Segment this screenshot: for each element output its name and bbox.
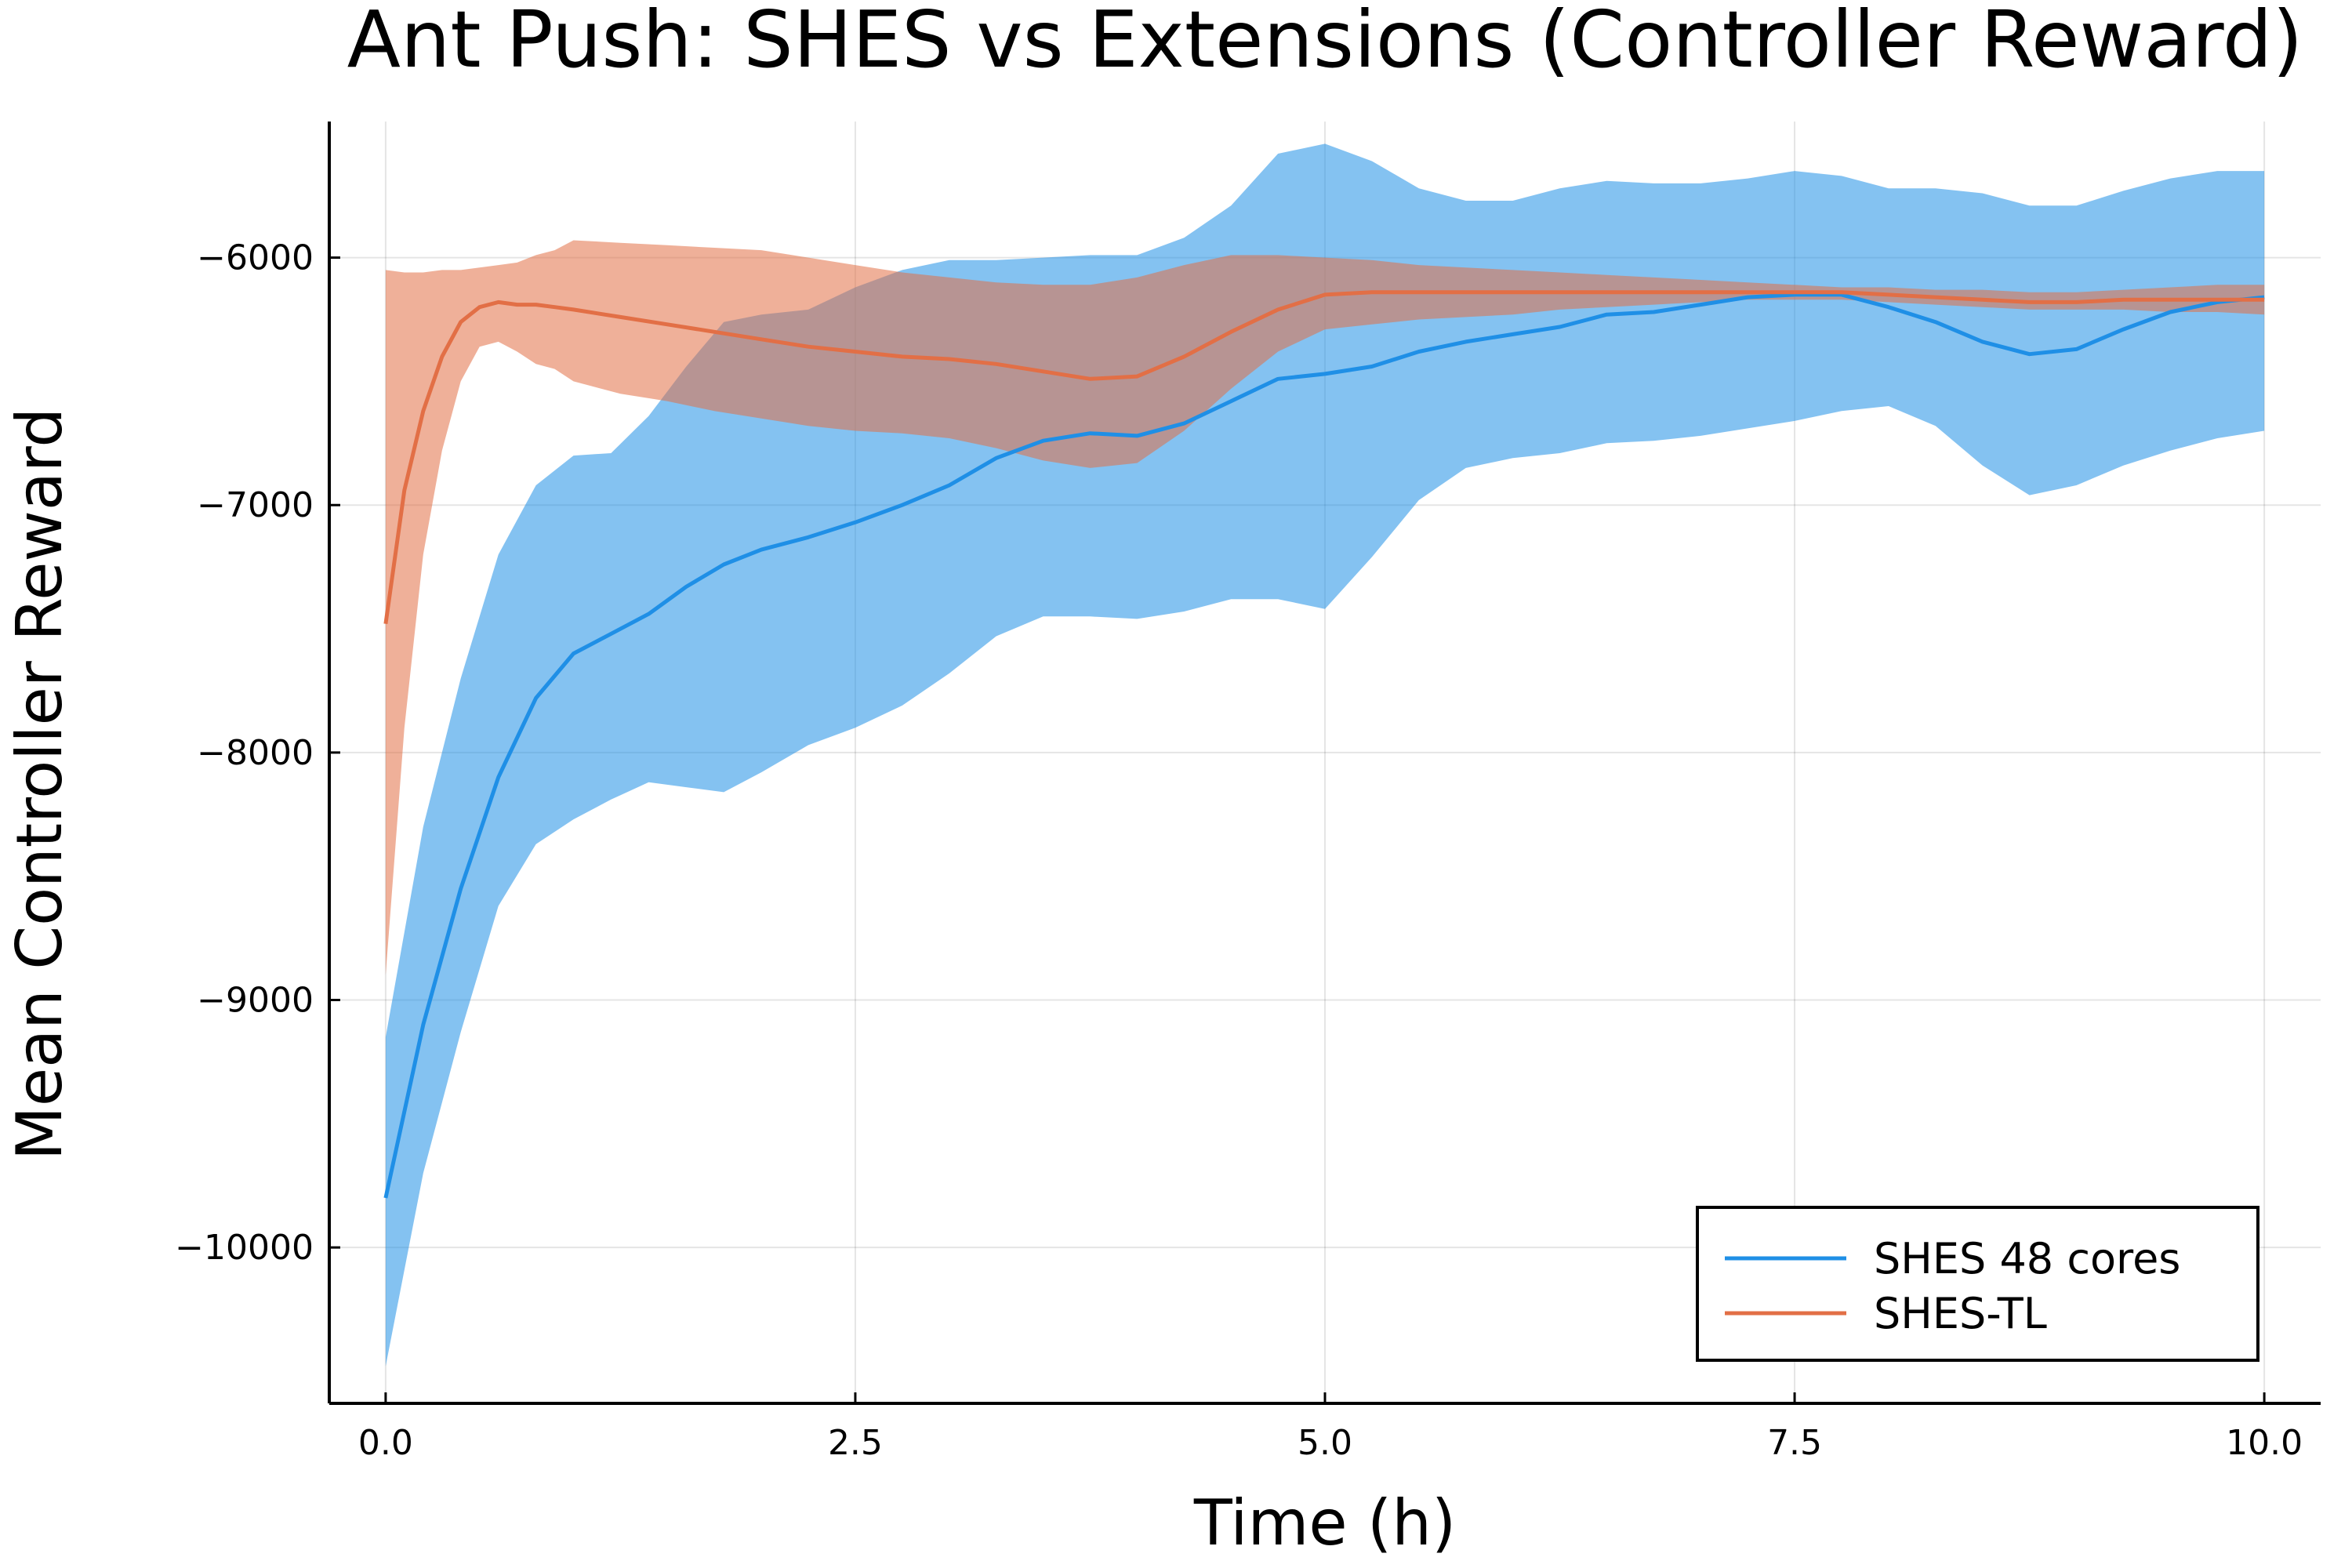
legend-label-1: SHES 48 cores — [1874, 1234, 2180, 1283]
y-tick-label: −8000 — [197, 733, 314, 773]
y-tick-label: −7000 — [197, 485, 314, 525]
chart-title: Ant Push: SHES vs Extensions (Controller… — [347, 0, 2303, 85]
x-tick-label: 5.0 — [1298, 1423, 1352, 1463]
y-axis-label: Mean Controller Reward — [3, 408, 76, 1160]
y-tick-label: −9000 — [197, 981, 314, 1021]
legend: SHES 48 cores SHES-TL — [1696, 1206, 2259, 1362]
x-tick-label: 2.5 — [828, 1423, 883, 1463]
series-lines — [383, 290, 2265, 1199]
series-line-2 — [383, 290, 2265, 625]
legend-label-2: SHES-TL — [1874, 1289, 2047, 1338]
legend-box — [1696, 1206, 2259, 1362]
x-axis-label: Time (h) — [1193, 1486, 1456, 1559]
x-tick-label: 0.0 — [358, 1423, 413, 1463]
x-tick-label: 10.0 — [2226, 1423, 2303, 1463]
x-tick-label: 7.5 — [1767, 1423, 1822, 1463]
x-axis-ticks: 0.0 2.5 5.0 7.5 10.0 — [358, 1392, 2303, 1463]
y-tick-label: −6000 — [197, 238, 314, 278]
y-axis-ticks: −10000 −9000 −8000 −7000 −6000 — [175, 238, 340, 1268]
y-tick-label: −10000 — [175, 1228, 314, 1268]
series-line-1 — [383, 292, 2265, 1199]
series-band-1 — [385, 143, 2265, 1367]
series-band-2 — [385, 240, 2265, 975]
confidence-bands — [385, 143, 2265, 1367]
